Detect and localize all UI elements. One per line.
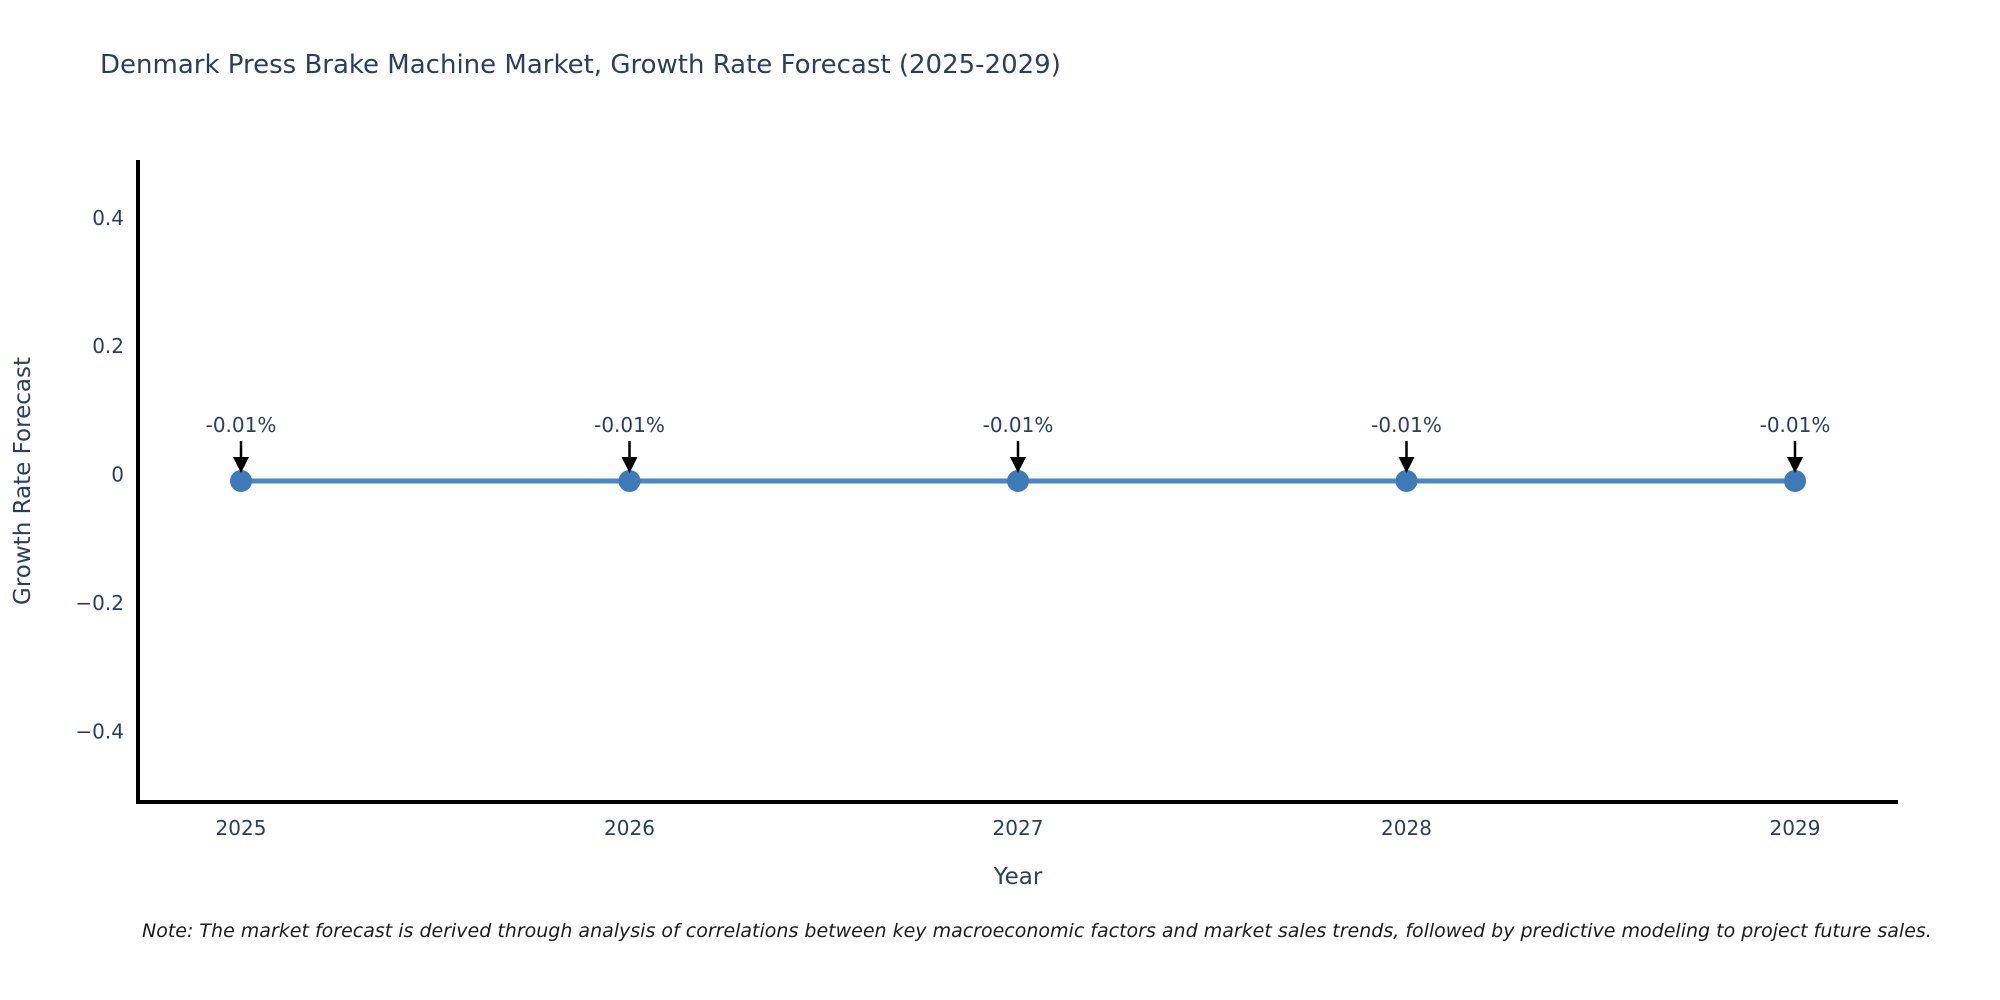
data-point-marker bbox=[1784, 470, 1806, 492]
x-axis-title: Year bbox=[993, 864, 1043, 890]
y-tick-label: 0 bbox=[111, 463, 124, 487]
data-point-marker bbox=[230, 470, 252, 492]
x-tick-label: 2025 bbox=[216, 816, 267, 840]
y-tick-label: 0.2 bbox=[92, 334, 124, 358]
x-tick-label: 2026 bbox=[604, 816, 655, 840]
footnote: Note: The market forecast is derived thr… bbox=[142, 920, 1932, 942]
x-tick-label: 2028 bbox=[1381, 816, 1432, 840]
x-tick-label: 2029 bbox=[1770, 816, 1821, 840]
annotation-label: -0.01% bbox=[983, 413, 1054, 437]
y-tick-label: −0.4 bbox=[75, 719, 124, 743]
annotation-arrowhead bbox=[1398, 457, 1415, 473]
y-tick-label: 0.4 bbox=[92, 206, 124, 230]
annotation-label: -0.01% bbox=[206, 413, 277, 437]
data-point-marker bbox=[1007, 470, 1029, 492]
annotation-arrowhead bbox=[621, 457, 638, 473]
annotation-label: -0.01% bbox=[594, 413, 665, 437]
data-point-marker bbox=[618, 470, 641, 492]
y-tick-label: −0.2 bbox=[75, 591, 124, 615]
annotation-label: -0.01% bbox=[1760, 413, 1831, 437]
x-tick-label: 2027 bbox=[993, 816, 1044, 840]
annotation-arrowhead bbox=[1010, 457, 1026, 473]
data-point-marker bbox=[1395, 470, 1418, 492]
annotation-arrowhead bbox=[233, 457, 249, 473]
annotation-label: -0.01% bbox=[1371, 413, 1442, 437]
y-axis-title: Growth Rate Forecast bbox=[10, 357, 36, 605]
annotation-arrowhead bbox=[1787, 457, 1803, 473]
chart-title: Denmark Press Brake Machine Market, Grow… bbox=[100, 50, 1061, 80]
